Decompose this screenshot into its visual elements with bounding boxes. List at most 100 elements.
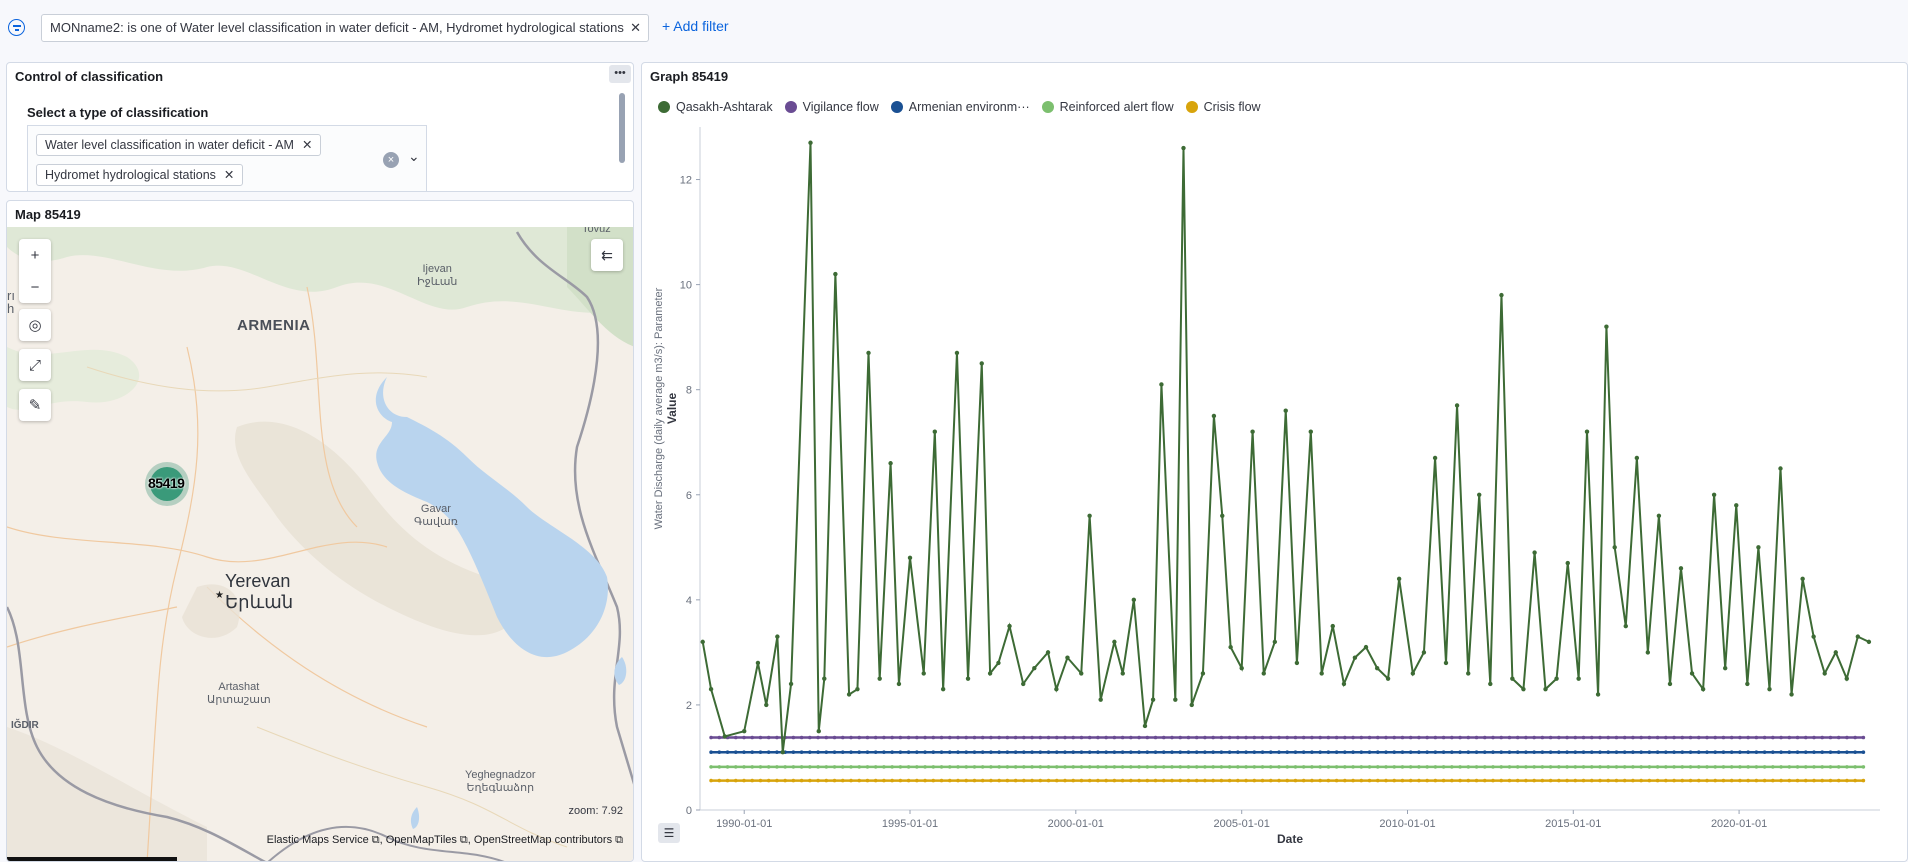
series-point-3 [1680, 765, 1685, 769]
series-point-4 [1606, 778, 1611, 783]
series-point-3 [1013, 765, 1018, 769]
series-point-2 [989, 750, 993, 755]
tools-icon[interactable]: ✎ [28, 397, 42, 414]
series-point-2 [1326, 750, 1331, 755]
remove-filter-icon[interactable]: ✕ [630, 20, 641, 35]
cluster-marker[interactable] [150, 467, 184, 501]
series-point-3 [1845, 765, 1849, 769]
series-point-0 [1065, 655, 1070, 660]
series-point-4 [1779, 778, 1783, 783]
series-point-1 [964, 735, 969, 740]
series-point-1 [1861, 735, 1866, 740]
series-point-2 [1408, 750, 1413, 755]
series-point-4 [1532, 778, 1536, 783]
selected-option-chip[interactable]: Water level classification in water defi… [36, 134, 322, 156]
filter-pill[interactable]: MONname2: is one of Water level classifi… [41, 14, 649, 42]
series-point-3 [1145, 765, 1150, 769]
chevron-down-icon[interactable]: ⌄ [408, 148, 420, 164]
legend-item[interactable]: Crisis flow [1185, 99, 1261, 115]
map-background [7, 227, 633, 861]
series-point-3 [1367, 765, 1372, 769]
series-point-1 [849, 735, 853, 740]
zoom-label: zoom: [568, 805, 599, 817]
panel-scrollbar[interactable] [619, 93, 625, 163]
series-point-4 [1400, 778, 1405, 783]
series-point-2 [1828, 750, 1833, 755]
filter-icon[interactable] [8, 19, 25, 36]
series-point-1 [1351, 735, 1355, 740]
map-canvas[interactable]: + − ◎ ⤢ ✎ ⇇ ARMENIA Ijevan Իջևան Gavar Գ… [7, 227, 633, 861]
series-point-3 [1293, 765, 1298, 769]
series-point-4 [1828, 778, 1833, 783]
series-point-2 [1178, 750, 1183, 755]
series-point-1 [873, 735, 878, 740]
series-point-3 [742, 765, 746, 769]
series-point-4 [775, 778, 779, 783]
series-point-4 [1170, 778, 1174, 783]
fit-bounds-icon[interactable]: ⤢ [28, 356, 41, 374]
series-point-0 [1734, 503, 1739, 508]
series-point-1 [972, 735, 977, 740]
y-axis-subtitle: Water Discharge (daily average m3/s): Pa… [653, 287, 665, 529]
series-point-4 [947, 778, 952, 783]
series-point-1 [980, 735, 985, 740]
series-point-3 [1071, 765, 1076, 769]
zoom-in-icon[interactable]: + [30, 246, 40, 264]
series-point-1 [1482, 735, 1487, 740]
selected-option-chip[interactable]: Hydromet hydrological stations ✕ [36, 164, 244, 186]
series-point-0 [940, 686, 946, 692]
series-point-4 [758, 778, 763, 783]
series-point-4 [1441, 778, 1446, 783]
series-point-4 [1721, 778, 1726, 783]
map-attribution[interactable]: Elastic Maps Service ⧉, OpenMapTiles ⧉, … [266, 834, 623, 846]
series-point-2 [997, 750, 1001, 755]
series-point-3 [1129, 765, 1133, 769]
series-point-1 [1318, 735, 1322, 740]
series-point-2 [824, 750, 829, 755]
x-tick-label: 2000-01-01 [1048, 818, 1104, 830]
series-point-0 [764, 702, 769, 708]
graph-panel-title: Graph 85419 [650, 69, 729, 84]
series-point-1 [1408, 735, 1413, 740]
series-point-2 [931, 750, 936, 755]
legend-item[interactable]: Vigilance flow [784, 99, 879, 115]
series-point-4 [1186, 778, 1191, 783]
series-point-4 [1647, 778, 1652, 783]
series-point-1 [1721, 735, 1726, 740]
layer-control-icon[interactable]: ⇇ [591, 239, 623, 271]
locate-icon[interactable]: ◎ [28, 317, 42, 334]
series-point-0 [1007, 623, 1012, 629]
chip-remove-icon[interactable]: ✕ [223, 168, 235, 182]
panel-options-icon[interactable]: ••• [609, 65, 631, 83]
add-filter-button[interactable]: + Add filter [662, 18, 729, 34]
series-point-4 [1334, 778, 1339, 783]
series-point-0 [1443, 660, 1449, 666]
series-point-3 [1441, 765, 1446, 769]
series-point-2 [1071, 750, 1076, 755]
series-point-4 [890, 778, 894, 783]
series-point-3 [1211, 765, 1215, 769]
legend-item[interactable]: Armenian environm··· [890, 99, 1030, 115]
series-point-4 [1038, 778, 1043, 783]
clear-selection-icon[interactable]: × [383, 152, 399, 168]
series-point-1 [865, 735, 870, 740]
series-point-0 [1866, 639, 1872, 645]
series-point-4 [1540, 778, 1545, 783]
classification-combobox[interactable]: Water level classification in water defi… [27, 125, 427, 191]
series-point-3 [1252, 765, 1257, 769]
legend-item[interactable]: Qasakh-Ashtarak [658, 99, 773, 115]
legend-toggle-icon[interactable]: ☰ [658, 823, 680, 843]
series-point-3 [1203, 765, 1207, 769]
series-point-3 [1688, 765, 1693, 769]
series-point-4 [1310, 778, 1314, 783]
zoom-out-icon[interactable]: − [30, 278, 40, 296]
legend-item[interactable]: Reinforced alert flow [1041, 99, 1174, 115]
series-point-1 [750, 735, 755, 740]
series-point-1 [1705, 735, 1709, 740]
x-tick-label: 1995-01-01 [882, 818, 938, 830]
chip-remove-icon[interactable]: ✕ [301, 138, 313, 152]
series-point-1 [1836, 735, 1841, 740]
series-point-3 [1318, 765, 1322, 769]
series-point-1 [939, 735, 944, 740]
series-point-3 [1343, 765, 1347, 769]
